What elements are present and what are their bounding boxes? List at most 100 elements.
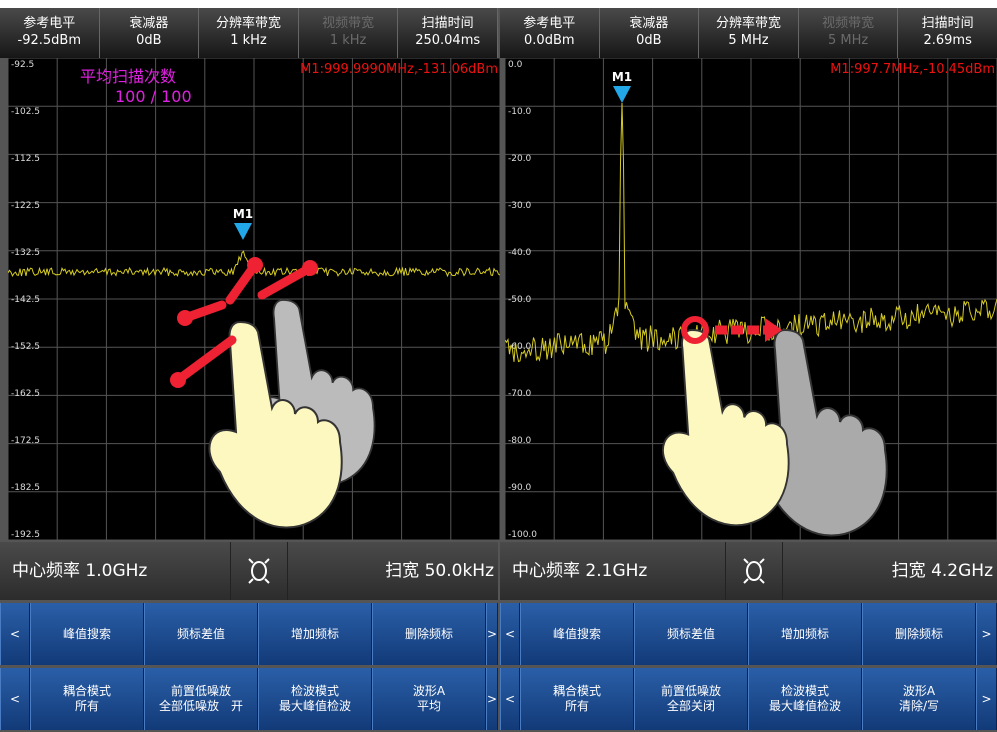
- softkey-line: 所有: [564, 699, 589, 713]
- softkey[interactable]: 增加频标: [748, 603, 862, 665]
- prev-key[interactable]: <: [0, 603, 30, 665]
- y-axis-label: -40.0: [508, 248, 532, 258]
- header-value: 5 MHz: [728, 33, 769, 48]
- header-label: 分辨率带宽: [215, 16, 281, 31]
- header-value: -92.5dBm: [17, 33, 82, 48]
- next-key[interactable]: >: [486, 603, 498, 665]
- next-key[interactable]: >: [976, 603, 997, 665]
- y-axis-label: -132.5: [11, 248, 40, 258]
- y-axis-label: -50.0: [508, 295, 532, 305]
- y-axis-label: -152.5: [11, 342, 40, 352]
- center-frequency[interactable]: 中心频率 2.1GHz: [512, 561, 648, 581]
- y-axis-label: -112.5: [11, 154, 40, 164]
- marker-readout: M1:997.7MHz,-10.45dBm: [830, 62, 995, 77]
- softkey[interactable]: 频标差值: [144, 603, 258, 665]
- softkey-line: 全部低噪放 开: [158, 699, 243, 713]
- prev-key[interactable]: <: [500, 668, 520, 730]
- y-axis-label: 0.0: [508, 60, 523, 70]
- softkey[interactable]: 删除频标: [372, 603, 486, 665]
- average-label: 平均扫描次数: [80, 67, 176, 86]
- plot-area: -92.5 -102.5 -112.5 -122.5 -132.5 -142.5 -152.…: [8, 58, 500, 540]
- softkey-line: 所有: [74, 699, 99, 713]
- span-icon-cell[interactable]: [230, 542, 288, 600]
- y-axis-label: -142.5: [11, 295, 40, 305]
- softkey-line: 耦合模式: [552, 684, 601, 698]
- y-axis-label: -100.0: [508, 530, 537, 540]
- softkey-line: 清除/写: [898, 699, 940, 713]
- header-value: 5 MHz: [827, 33, 869, 48]
- frequency-bar: 中心频率 1.0GHz 扫宽 50.0kHz: [0, 542, 498, 600]
- header-value: 0.0dBm: [524, 33, 575, 48]
- span-value[interactable]: 扫宽 4.2GHz: [891, 561, 993, 581]
- softkey[interactable]: 删除频标: [862, 603, 976, 665]
- softkey-line: 前置低噪放: [170, 684, 231, 698]
- gesture-arrow-head: [170, 372, 186, 388]
- gesture-arrow: [257, 263, 315, 300]
- marker-label: M1: [612, 70, 632, 84]
- span-value[interactable]: 扫宽 50.0kHz: [385, 561, 494, 581]
- span-icon-cell[interactable]: [725, 542, 783, 600]
- top-strip: [0, 0, 997, 8]
- header-value: 0dB: [136, 33, 162, 48]
- next-key[interactable]: >: [976, 668, 997, 730]
- header-cell: 参考电平 -92.5dBm: [0, 8, 100, 58]
- y-axis-label: -172.5: [11, 436, 40, 446]
- header-label: 参考电平: [23, 16, 76, 31]
- header-bar: 参考电平 0.0dBm 衰减器 0dB 分辨率带宽 5 MHz 视频带宽 5 MHz 扫描时间 2…: [500, 8, 997, 58]
- y-axis-label: -30.0: [508, 201, 532, 211]
- y-axis-label: -20.0: [508, 154, 532, 164]
- y-axis-label: -10.0: [508, 107, 532, 117]
- y-axis-label: -92.5: [11, 60, 34, 70]
- softkey-line: 检波模式: [290, 684, 339, 698]
- softkey-line: 波形A: [902, 684, 936, 698]
- softkey[interactable]: 峰值搜索: [520, 603, 634, 665]
- marker-triangle: [613, 86, 631, 103]
- softkey-line: 波形A: [412, 684, 446, 698]
- y-axis-label: -70.0: [508, 389, 532, 399]
- gesture-arrow-head: [302, 260, 318, 276]
- softkey[interactable]: 增加频标: [258, 603, 372, 665]
- header-value: 1 kHz: [230, 33, 267, 48]
- softkey[interactable]: 波形A 清除/写: [862, 668, 976, 730]
- average-count: 100 / 100: [115, 87, 192, 106]
- softkey[interactable]: 耦合模式 所有: [520, 668, 634, 730]
- softkey-line: 前置低噪放: [660, 684, 721, 698]
- gesture-arrow: [173, 335, 237, 385]
- header-cell: 衰减器 0dB: [600, 8, 700, 58]
- hand-shape: [662, 329, 790, 527]
- prev-key[interactable]: <: [500, 603, 520, 665]
- prev-key[interactable]: <: [0, 668, 30, 730]
- header-cell: 分辨率带宽 5 MHz: [699, 8, 799, 58]
- gesture-hand: [662, 329, 790, 527]
- header-cell: 分辨率带宽 1 kHz: [199, 8, 299, 58]
- next-key[interactable]: >: [486, 668, 498, 730]
- touch-ring: [681, 316, 709, 344]
- softkey[interactable]: 检波模式 最大峰值检波: [258, 668, 372, 730]
- softkey-line: 平均: [416, 699, 441, 713]
- y-axis-label: -102.5: [11, 107, 40, 117]
- hand-shape: [208, 320, 343, 529]
- y-axis-label: -90.0: [508, 483, 532, 493]
- center-frequency[interactable]: 中心频率 1.0GHz: [12, 561, 148, 581]
- marker-label: M1: [233, 207, 253, 221]
- softkey[interactable]: 检波模式 最大峰值检波: [748, 668, 862, 730]
- trace: [505, 102, 997, 363]
- header-label: 扫描时间: [921, 16, 974, 31]
- gesture-hand: [208, 320, 343, 529]
- softkey[interactable]: 波形A 平均: [372, 668, 486, 730]
- header-label: 扫描时间: [421, 16, 474, 31]
- softkey[interactable]: 前置低噪放 全部关闭: [634, 668, 748, 730]
- gesture-arrow-head: [177, 310, 193, 326]
- softkey[interactable]: 峰值搜索: [30, 603, 144, 665]
- softkey[interactable]: 耦合模式 所有: [30, 668, 144, 730]
- header-value: 0dB: [636, 33, 662, 48]
- softkey[interactable]: 前置低噪放 全部低噪放 开: [144, 668, 258, 730]
- header-label: 视频带宽: [822, 16, 875, 31]
- softkey[interactable]: 频标差值: [634, 603, 748, 665]
- header-cell: 扫描时间 250.04ms: [398, 8, 498, 58]
- header-cell: 扫描时间 2.69ms: [898, 8, 997, 58]
- header-bar: 参考电平 -92.5dBm 衰减器 0dB 分辨率带宽 1 kHz 视频带宽 1 kHz 扫描时…: [0, 8, 498, 58]
- gesture-arrow-head: [247, 257, 263, 273]
- y-axis-label: -60.0: [508, 342, 532, 352]
- header-cell: 参考电平 0.0dBm: [500, 8, 600, 58]
